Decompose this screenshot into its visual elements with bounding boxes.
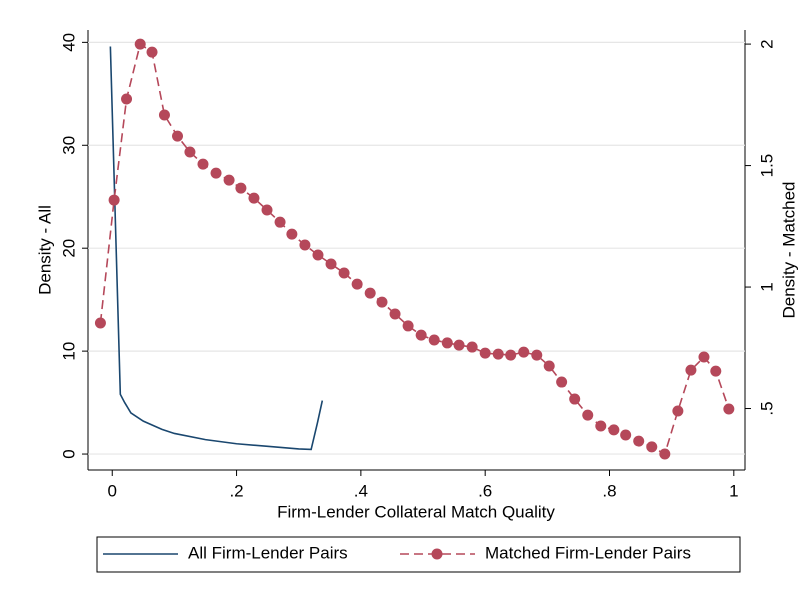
data-point: [364, 287, 376, 299]
data-point: [608, 424, 620, 436]
legend-marker: [431, 548, 443, 560]
x-tick-label: .8: [602, 481, 616, 500]
data-point: [94, 317, 106, 329]
data-point: [569, 393, 581, 405]
legend-box: [96, 536, 741, 573]
data-point: [121, 93, 133, 105]
data-point: [351, 278, 363, 290]
y-tick-label: 40: [59, 33, 78, 52]
data-point: [376, 296, 388, 308]
data-point: [197, 158, 209, 170]
x-axis-title: Firm-Lender Collateral Match Quality: [277, 502, 555, 521]
data-point: [518, 346, 530, 358]
data-point: [710, 365, 722, 377]
data-point: [582, 409, 594, 421]
data-point: [595, 420, 607, 432]
legend-label: Matched Firm-Lender Pairs: [485, 543, 691, 562]
data-point: [659, 448, 671, 460]
data-point: [338, 267, 350, 279]
data-point: [685, 364, 697, 376]
y-tick-label: 0: [59, 449, 78, 458]
data-point: [633, 435, 645, 447]
data-point: [158, 109, 170, 121]
y2-axis-title: Density - Matched: [779, 182, 798, 319]
y-tick-label: 30: [59, 136, 78, 155]
series-line: [109, 46, 324, 451]
x-tick-label: 1: [729, 481, 738, 500]
data-point: [312, 249, 324, 261]
y2-tick-label: 1.5: [757, 154, 776, 178]
y-axis-title: Density - All: [35, 205, 54, 295]
data-point: [556, 376, 568, 388]
data-point: [428, 334, 440, 346]
data-point: [466, 341, 478, 353]
data-point: [389, 308, 401, 320]
data-point: [235, 182, 247, 194]
data-point: [274, 216, 286, 228]
x-tick-label: .4: [354, 481, 368, 500]
y2-tick-label: 1: [757, 282, 776, 291]
data-point: [505, 349, 517, 361]
data-point: [261, 204, 273, 216]
data-point: [492, 348, 504, 360]
data-point: [248, 192, 260, 204]
data-point: [325, 258, 337, 270]
data-point: [223, 174, 235, 186]
data-point: [723, 403, 735, 415]
data-point: [299, 239, 311, 251]
x-tick-label: .6: [478, 481, 492, 500]
data-point: [479, 347, 491, 359]
data-point: [698, 351, 710, 363]
data-point: [453, 339, 465, 351]
data-point: [134, 38, 146, 50]
data-point: [531, 349, 543, 361]
y2-tick-label: 2: [757, 39, 776, 48]
data-point: [286, 228, 298, 240]
y-tick-label: 10: [59, 342, 78, 361]
data-point: [172, 130, 184, 142]
x-tick-label: .2: [229, 481, 243, 500]
x-tick-label: 0: [108, 481, 117, 500]
y2-tick-label: .5: [757, 401, 776, 415]
data-point: [146, 46, 158, 58]
y-tick-label: 20: [59, 239, 78, 258]
data-point: [402, 320, 414, 332]
data-point: [108, 194, 120, 206]
data-point: [672, 405, 684, 417]
data-point: [543, 360, 555, 372]
data-point: [441, 337, 453, 349]
data-point: [184, 146, 196, 158]
data-point: [210, 167, 222, 179]
legend-label: All Firm-Lender Pairs: [188, 543, 348, 562]
data-point: [620, 429, 632, 441]
data-point: [646, 441, 658, 453]
data-point: [415, 329, 427, 341]
